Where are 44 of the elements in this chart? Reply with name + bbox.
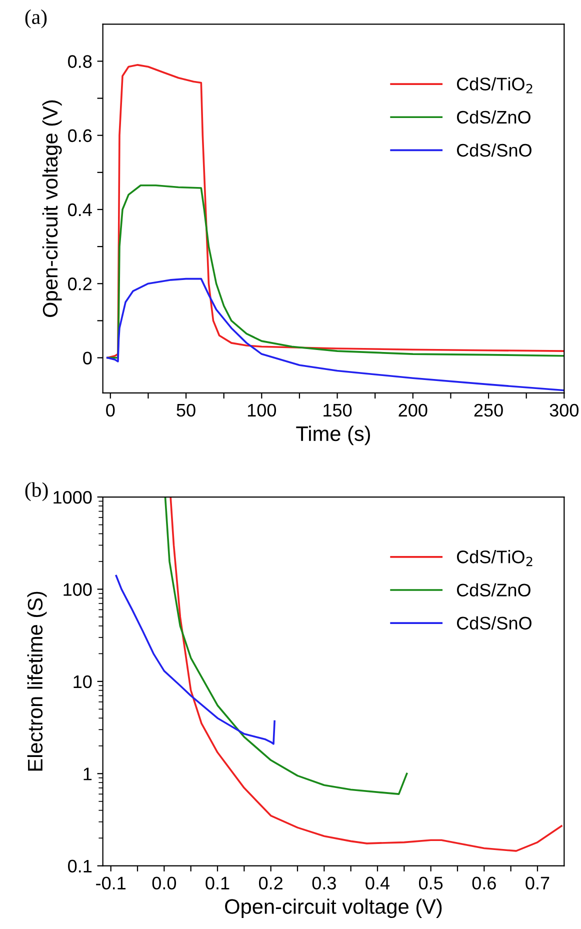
text: (a) <box>25 9 47 28</box>
x-axis-title: Time (s) <box>296 426 370 446</box>
x-tick-label: 0.1 <box>206 876 230 890</box>
x-tick-label: 0.3 <box>312 876 336 890</box>
y-tick-label: 1 <box>84 768 92 780</box>
x-tick-label: 0.4 <box>366 876 390 890</box>
x-tick-label: -0.1 <box>96 876 126 890</box>
x-tick-label: 0.5 <box>418 876 443 890</box>
y-axis-title: Open-circuit voltage (V) <box>42 100 62 317</box>
y-tick-label: 1000 <box>54 490 92 504</box>
line-series <box>106 184 564 359</box>
legend-label: CdS/SnO <box>456 616 532 630</box>
x-tick-label: 150 <box>324 404 352 417</box>
y-tick-label: 100 <box>64 583 92 596</box>
line-series <box>106 64 564 359</box>
x-tick-label: 300 <box>550 404 579 417</box>
x-tick-label: 200 <box>398 404 428 417</box>
line-series <box>106 278 564 392</box>
x-axis-title: Open-circuit voltage (V) <box>225 898 442 918</box>
legend-label: CdS/TiO$_{2}$ <box>456 77 532 94</box>
line-series <box>164 497 408 795</box>
x-tick-label: 250 <box>474 404 503 417</box>
y-tick-label: 0.1 <box>68 860 92 873</box>
legend-label: CdS/ZnO <box>456 583 530 596</box>
line-series <box>115 574 276 745</box>
y-tick-label: 0.4 <box>68 203 92 216</box>
text: (b) <box>25 482 48 502</box>
legend-label: CdS/SnO <box>456 143 532 157</box>
y-tick-label: 0 <box>83 352 92 364</box>
x-tick-label: 100 <box>248 404 276 417</box>
y-tick-label: 0.6 <box>68 129 92 142</box>
line-series <box>170 497 562 852</box>
y-tick-label: 0.2 <box>68 278 92 290</box>
y-tick-label: 0.8 <box>68 55 92 68</box>
x-tick-label: 0.2 <box>258 876 282 890</box>
x-tick-label: 0.0 <box>152 876 176 890</box>
x-tick-label: 0 <box>106 404 115 417</box>
x-tick-label: 0.6 <box>472 876 496 890</box>
y-tick-label: 10 <box>74 675 92 688</box>
legend-label: CdS/TiO$_{2}$ <box>456 550 532 566</box>
legend-label: CdS/ZnO <box>456 110 530 124</box>
x-tick-label: 50 <box>176 404 196 417</box>
x-tick-label: 0.7 <box>526 876 550 890</box>
y-axis-title: Electron lifetime (S) <box>27 592 47 771</box>
